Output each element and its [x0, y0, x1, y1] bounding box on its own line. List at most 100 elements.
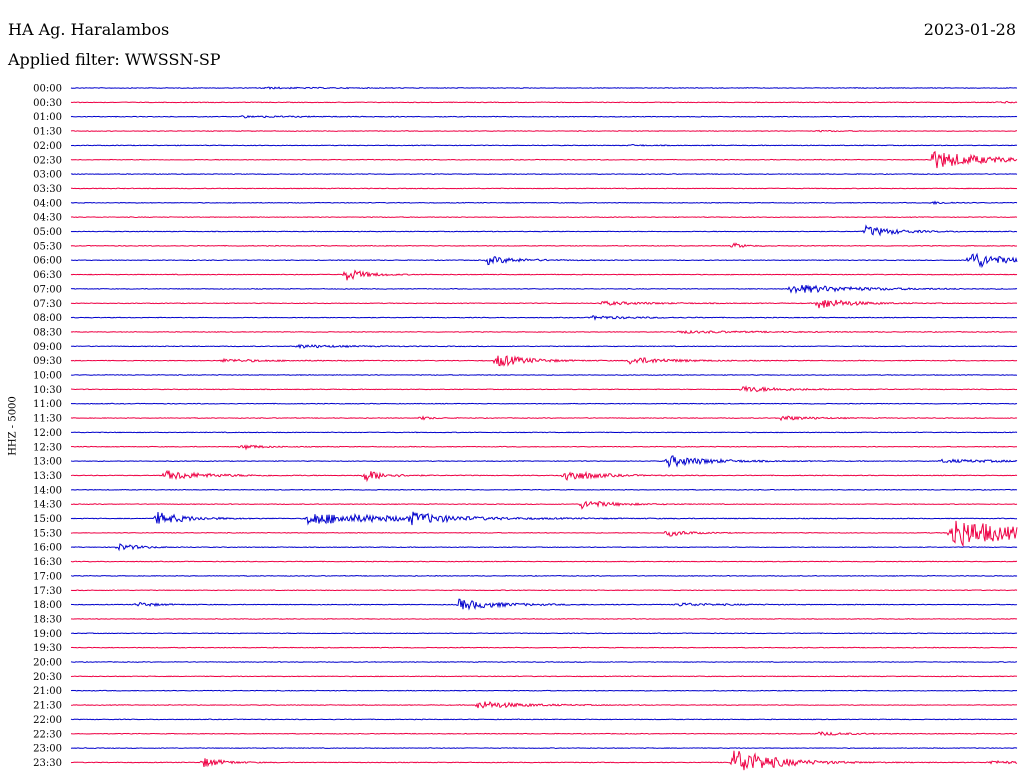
time-tick-label: 05:00	[33, 227, 62, 238]
seismic-trace	[70, 144, 1018, 147]
time-tick-label: 23:30	[33, 758, 62, 769]
time-tick-label: 12:00	[33, 428, 62, 439]
time-tick-label: 08:00	[33, 313, 62, 324]
time-tick-label: 02:30	[33, 155, 62, 166]
seismic-trace	[70, 252, 1018, 269]
seismic-trace	[70, 284, 1018, 295]
time-tick-label: 19:00	[33, 629, 62, 640]
time-tick-label: 11:00	[33, 399, 62, 410]
time-tick-label: 07:30	[33, 299, 62, 310]
seismic-trace	[70, 560, 1018, 563]
seismic-trace	[70, 598, 1018, 611]
time-tick-label: 03:30	[33, 184, 62, 195]
seismic-trace	[70, 415, 1018, 422]
seismic-trace	[70, 500, 1018, 510]
seismic-trace	[70, 511, 1018, 526]
time-tick-label: 04:30	[33, 213, 62, 224]
seismic-trace	[70, 589, 1018, 592]
time-tick-label: 12:30	[33, 442, 62, 453]
seismic-trace	[70, 355, 1018, 367]
time-tick-label: 09:30	[33, 356, 62, 367]
time-tick-label: 18:00	[33, 600, 62, 611]
seismic-trace	[70, 455, 1018, 469]
time-tick-label: 19:30	[33, 643, 62, 654]
time-tick-label: 08:30	[33, 327, 62, 338]
time-tick-label: 06:00	[33, 256, 62, 267]
seismic-trace	[70, 374, 1018, 376]
time-tick-label: 04:00	[33, 198, 62, 209]
seismic-trace	[70, 689, 1018, 692]
time-tick-label: 13:00	[33, 457, 62, 468]
seismic-trace	[70, 187, 1018, 190]
time-tick-label: 07:00	[33, 284, 62, 295]
seismic-trace	[70, 200, 1018, 205]
time-tick-label: 22:30	[33, 729, 62, 740]
seismic-trace	[70, 129, 1018, 133]
seismic-trace	[70, 618, 1018, 620]
time-tick-label: 11:30	[33, 414, 62, 425]
time-tick-label: 01:30	[33, 127, 62, 138]
seismic-trace	[70, 646, 1018, 649]
time-tick-label: 05:30	[33, 241, 62, 252]
seismic-trace	[70, 216, 1018, 219]
time-tick-label: 23:00	[33, 744, 62, 755]
seismic-trace	[70, 269, 1018, 281]
time-tick-label: 17:30	[33, 586, 62, 597]
station-title: HA Ag. Haralambos	[8, 20, 170, 39]
time-tick-label: 14:30	[33, 500, 62, 511]
seismic-trace	[71, 731, 1018, 737]
seismic-trace	[70, 173, 1018, 176]
time-tick-label: 18:30	[33, 614, 62, 625]
seismic-trace	[70, 661, 1018, 663]
time-tick-label: 01:00	[33, 112, 62, 123]
time-tick-labels: 00:00 00:30 01:00 01:30 02:00 02:30 03:00 03:30…	[33, 84, 62, 769]
seismic-traces	[70, 86, 1018, 771]
seismic-trace	[70, 402, 1018, 405]
date-label: 2023-01-28	[923, 20, 1016, 39]
time-tick-label: 02:00	[33, 141, 62, 152]
seismic-trace	[70, 718, 1018, 721]
time-tick-label: 21:30	[33, 701, 62, 712]
seismic-trace	[70, 385, 1018, 393]
seismic-trace	[70, 543, 1018, 552]
seismic-trace	[70, 329, 1018, 335]
seismic-trace	[70, 444, 1018, 451]
seismic-trace	[70, 115, 1018, 119]
time-tick-label: 15:00	[33, 514, 62, 525]
filter-label: Applied filter: WWSSN-SP	[8, 50, 221, 69]
time-tick-label: 16:00	[33, 543, 62, 554]
time-tick-label: 20:00	[33, 658, 62, 669]
seismic-trace	[70, 632, 1018, 635]
seismic-trace	[70, 150, 1018, 169]
time-tick-label: 17:00	[33, 571, 62, 582]
time-tick-label: 00:30	[33, 98, 62, 109]
time-tick-label: 00:00	[33, 84, 62, 95]
time-tick-label: 20:30	[33, 672, 62, 683]
seismic-trace	[70, 701, 1018, 709]
seismic-trace	[70, 431, 1018, 434]
time-tick-label: 22:00	[33, 715, 62, 726]
seismic-trace	[70, 747, 1018, 750]
time-tick-label: 03:00	[33, 170, 62, 181]
seismic-trace	[70, 520, 1018, 548]
seismic-trace	[70, 675, 1018, 678]
time-tick-label: 10:30	[33, 385, 62, 396]
seismic-trace	[70, 750, 1018, 771]
seismic-trace	[70, 488, 1018, 491]
seismic-trace	[70, 242, 1018, 248]
time-tick-label: 10:00	[33, 371, 62, 382]
time-tick-label: 16:30	[33, 557, 62, 568]
seismic-trace	[70, 469, 1018, 483]
seismic-trace	[70, 314, 1018, 321]
seismic-trace	[70, 86, 1018, 90]
time-tick-label: 09:00	[33, 342, 62, 353]
seismic-trace	[70, 224, 1018, 237]
seismic-trace	[70, 299, 1018, 309]
seismic-trace	[70, 574, 1018, 577]
seismic-trace	[70, 343, 1018, 350]
time-tick-label: 21:00	[33, 686, 62, 697]
time-tick-label: 06:30	[33, 270, 62, 281]
time-tick-label: 15:30	[33, 528, 62, 539]
time-tick-label: 14:00	[33, 485, 62, 496]
